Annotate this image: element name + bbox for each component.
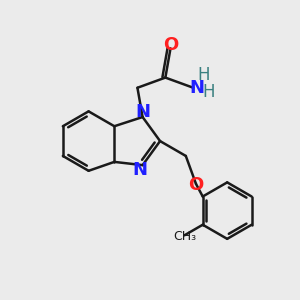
Text: N: N: [135, 103, 150, 121]
Text: CH₃: CH₃: [173, 230, 196, 243]
Text: O: O: [163, 36, 178, 54]
Text: N: N: [132, 160, 147, 178]
Text: H: H: [203, 83, 215, 101]
Text: N: N: [189, 79, 204, 97]
Text: H: H: [198, 66, 210, 84]
Text: O: O: [188, 176, 204, 194]
